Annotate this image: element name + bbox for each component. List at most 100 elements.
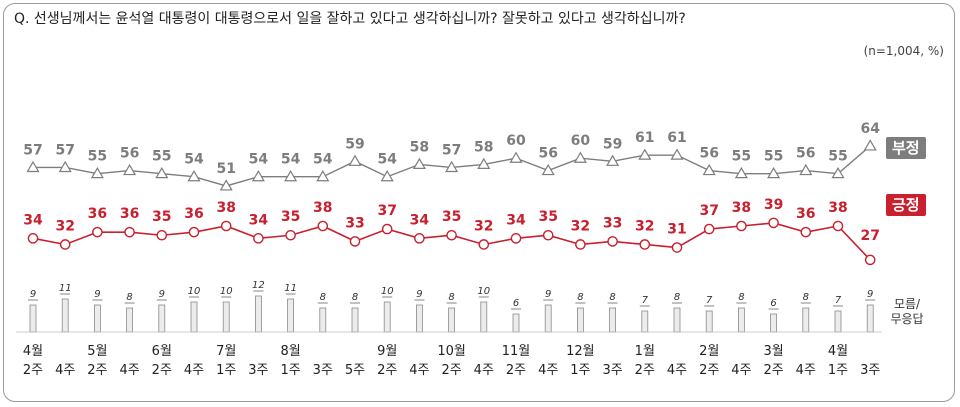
negative-point (638, 148, 652, 160)
dontknow-label: 9 (867, 289, 873, 300)
x-week-label: 2주 (506, 363, 526, 378)
positive-point (59, 239, 71, 250)
negative-point (606, 154, 620, 166)
dontknow-bar (287, 298, 295, 333)
dontknow-bar (415, 304, 423, 333)
dontknow-label: 7 (835, 295, 842, 306)
x-week-label: 4주 (474, 363, 494, 378)
x-month-label: 2월 (699, 344, 719, 359)
x-week-label: 4주 (538, 363, 558, 378)
negative-value-label: 59 (345, 136, 364, 152)
dontknow-bar (351, 307, 359, 333)
positive-point (220, 220, 232, 232)
x-week-label: 1주 (280, 363, 300, 378)
negative-point (767, 166, 781, 179)
negative-point (477, 157, 491, 169)
positive-value-label: 36 (120, 206, 139, 222)
dontknow-label: 8 (320, 292, 326, 303)
dontknow-bar (448, 307, 456, 333)
x-week-label: 2주 (152, 363, 172, 378)
positive-point (414, 233, 425, 244)
negative-point (670, 148, 684, 160)
negative-point (316, 170, 330, 182)
dontknow-label: 8 (609, 292, 615, 303)
positive-point (253, 233, 264, 244)
dontknow-bar (866, 304, 874, 333)
positive-value-label: 35 (442, 209, 461, 225)
dontknow-bar (126, 307, 133, 333)
x-month-label: 9월 (377, 344, 397, 359)
positive-value-label: 37 (699, 203, 718, 219)
negative-point (123, 163, 137, 176)
positive-value-label: 36 (184, 206, 203, 222)
dontknow-label: 9 (159, 289, 165, 300)
negative-point (734, 166, 748, 179)
negative-value-label: 51 (216, 161, 235, 177)
dontknow-bar (29, 304, 37, 333)
dontknow-bar (512, 313, 520, 333)
positive-point (381, 223, 393, 235)
dontknow-bar (738, 307, 745, 333)
dontknow-bar (673, 307, 681, 333)
positive-value-label: 36 (88, 206, 107, 222)
dontknow-label: 6 (770, 298, 776, 309)
positive-point (156, 229, 168, 241)
dontknow-bar (705, 310, 713, 333)
x-month-label: 8월 (280, 344, 300, 359)
negative-value-label: 57 (23, 142, 42, 158)
x-month-label: 1월 (635, 344, 655, 359)
x-week-label: 1주 (570, 363, 590, 378)
negative-point (155, 166, 169, 179)
negative-point (702, 163, 716, 176)
positive-value-label: 38 (216, 200, 235, 216)
positive-point (27, 233, 39, 244)
negative-point (863, 139, 877, 151)
x-month-label: 4월 (23, 344, 43, 359)
positive-value-label: 38 (732, 200, 751, 216)
positive-point (800, 226, 812, 238)
x-week-label: 4주 (119, 363, 139, 378)
positive-point (478, 239, 490, 250)
x-week-label: 2주 (87, 363, 107, 378)
negative-value-label: 61 (667, 130, 686, 146)
positive-value-label: 34 (410, 212, 430, 228)
dontknow-label: 8 (674, 292, 680, 303)
positive-value-label: 34 (506, 212, 526, 228)
dontknow-label: 8 (738, 292, 744, 303)
legend-dontknow: 모름/ 무응답 (882, 297, 932, 327)
dontknow-label: 8 (803, 292, 809, 303)
negative-value-label: 55 (828, 149, 847, 165)
dontknow-bar (544, 304, 552, 333)
x-month-label: 6월 (152, 344, 172, 359)
positive-point (542, 229, 554, 241)
positive-value-label: 31 (667, 222, 686, 238)
positive-point (575, 239, 586, 250)
dontknow-label: 9 (416, 289, 422, 300)
x-week-label: 2주 (441, 363, 461, 378)
negative-value-label: 54 (281, 152, 301, 168)
negative-value-label: 55 (88, 149, 107, 165)
positive-value-label: 33 (603, 215, 622, 231)
dontknow-label: 8 (448, 292, 454, 303)
x-week-label: 3주 (313, 363, 333, 378)
negative-value-label: 54 (313, 152, 333, 168)
positive-point (124, 226, 135, 238)
positive-point (92, 226, 103, 238)
negative-value-label: 61 (635, 130, 654, 146)
dontknow-bar (834, 310, 842, 333)
x-month-label: 11월 (502, 344, 531, 359)
dontknow-label: 10 (220, 286, 233, 297)
chart-frame (3, 3, 955, 402)
x-week-label: 4주 (409, 363, 429, 378)
negative-point (58, 160, 72, 173)
positive-value-label: 34 (249, 212, 269, 228)
x-week-label: 3주 (860, 363, 880, 378)
x-week-label: 5주 (345, 363, 365, 378)
positive-point (832, 220, 844, 232)
negative-point (412, 157, 426, 169)
x-week-label: 3주 (602, 363, 622, 378)
legend-negative: 부정 (886, 137, 926, 159)
x-month-label: 7월 (216, 344, 236, 359)
negative-value-label: 64 (860, 121, 880, 137)
